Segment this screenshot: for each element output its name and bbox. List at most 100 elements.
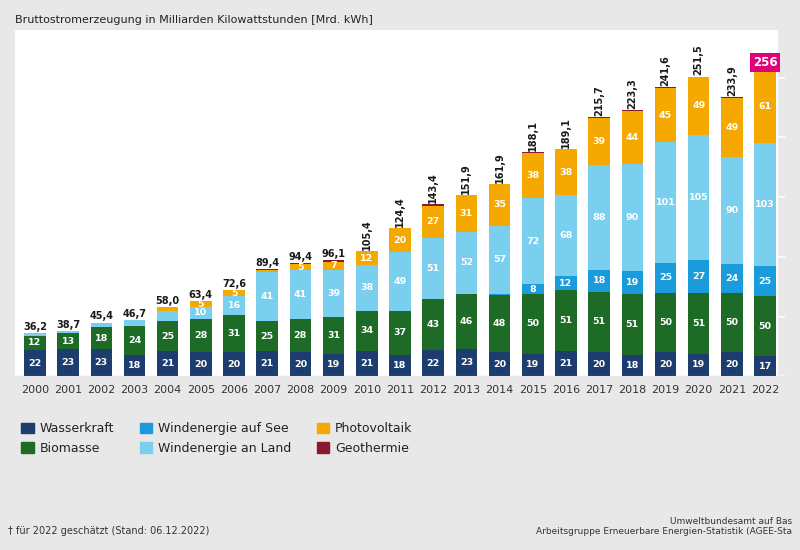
Bar — [754, 296, 776, 356]
Text: 223,3: 223,3 — [627, 78, 638, 109]
Bar — [654, 87, 676, 89]
Text: 19: 19 — [692, 360, 706, 370]
Text: 105: 105 — [689, 193, 709, 202]
Bar — [688, 293, 710, 354]
Bar — [390, 228, 410, 252]
Bar — [688, 354, 710, 376]
Bar — [390, 252, 410, 311]
Text: 34: 34 — [360, 326, 374, 336]
Bar — [390, 311, 410, 355]
Text: 23: 23 — [460, 358, 473, 367]
Bar — [190, 301, 212, 307]
Text: 20: 20 — [726, 360, 738, 369]
Text: 58,0: 58,0 — [156, 296, 180, 306]
Bar — [654, 353, 676, 376]
Text: 19: 19 — [526, 360, 539, 370]
Text: 21: 21 — [261, 359, 274, 369]
Bar — [290, 264, 311, 270]
Text: 44: 44 — [626, 133, 639, 142]
Text: 38: 38 — [559, 168, 573, 177]
Bar — [522, 294, 543, 354]
Text: 49: 49 — [692, 101, 706, 111]
Bar — [157, 351, 178, 376]
Bar — [24, 333, 46, 336]
Text: 18: 18 — [394, 361, 406, 370]
Text: 18: 18 — [128, 361, 141, 370]
Bar — [654, 89, 676, 142]
Bar — [223, 296, 245, 315]
Text: 215,7: 215,7 — [594, 85, 604, 116]
Bar — [323, 270, 345, 317]
Text: 16: 16 — [227, 301, 241, 310]
Bar — [654, 263, 676, 293]
Bar — [58, 331, 79, 333]
Text: 88: 88 — [592, 213, 606, 222]
Bar — [622, 294, 643, 355]
Text: 89,4: 89,4 — [255, 257, 279, 268]
Text: 18: 18 — [593, 276, 606, 285]
Bar — [622, 164, 643, 271]
Text: 52: 52 — [460, 258, 473, 267]
Text: 101: 101 — [656, 198, 675, 207]
Text: 50: 50 — [659, 318, 672, 327]
Text: 151,9: 151,9 — [462, 163, 471, 194]
Text: Bruttostromerzeugung in Milliarden Kilowattstunden [Mrd. kWh]: Bruttostromerzeugung in Milliarden Kilow… — [15, 15, 373, 25]
Bar — [124, 355, 146, 376]
Text: 7: 7 — [330, 261, 337, 270]
Text: 21: 21 — [161, 359, 174, 369]
Bar — [522, 354, 543, 376]
Text: 105,4: 105,4 — [362, 219, 372, 250]
Bar — [356, 351, 378, 376]
Bar — [754, 144, 776, 266]
Text: 20: 20 — [659, 360, 672, 369]
Legend: Wasserkraft, Biomasse, Windenergie auf See, Windenergie an Land, Photovoltaik, G: Wasserkraft, Biomasse, Windenergie auf S… — [22, 422, 413, 455]
Bar — [555, 150, 577, 195]
Text: 28: 28 — [294, 331, 307, 340]
Text: 51: 51 — [426, 263, 440, 273]
Text: 72: 72 — [526, 237, 539, 246]
Text: 46,7: 46,7 — [122, 309, 146, 319]
Bar — [688, 261, 710, 293]
Text: 17: 17 — [758, 362, 772, 371]
Bar — [721, 98, 742, 157]
Text: 50: 50 — [526, 319, 539, 328]
Bar — [190, 319, 212, 353]
Text: 63,4: 63,4 — [189, 290, 213, 300]
Text: 19: 19 — [327, 360, 340, 370]
Bar — [588, 117, 610, 118]
Bar — [455, 294, 477, 349]
Text: 23: 23 — [62, 358, 74, 367]
Bar — [157, 307, 178, 311]
Bar — [622, 271, 643, 294]
Text: 49: 49 — [726, 123, 738, 132]
Bar — [290, 270, 311, 319]
Text: 51: 51 — [593, 317, 606, 327]
Text: 45: 45 — [659, 111, 672, 120]
Text: 96,1: 96,1 — [322, 249, 346, 259]
Bar — [290, 263, 311, 264]
Bar — [455, 195, 477, 232]
Bar — [588, 292, 610, 353]
Text: 39: 39 — [593, 137, 606, 146]
Bar — [654, 293, 676, 353]
Text: 189,1: 189,1 — [561, 117, 571, 148]
Text: 143,4: 143,4 — [428, 172, 438, 203]
Bar — [323, 354, 345, 376]
Text: 36,2: 36,2 — [23, 322, 47, 332]
Bar — [622, 110, 643, 111]
Bar — [356, 265, 378, 311]
Text: 24: 24 — [128, 336, 141, 345]
Text: 27: 27 — [692, 272, 706, 281]
Bar — [223, 353, 245, 376]
Bar — [721, 353, 742, 376]
Bar — [190, 307, 212, 319]
Text: 39: 39 — [327, 289, 340, 298]
Text: 18: 18 — [94, 334, 108, 343]
Text: 48: 48 — [493, 319, 506, 328]
Bar — [422, 206, 444, 238]
Bar — [257, 321, 278, 351]
Bar — [721, 264, 742, 293]
Text: 18: 18 — [626, 361, 639, 370]
Bar — [422, 350, 444, 376]
Bar — [754, 70, 776, 144]
